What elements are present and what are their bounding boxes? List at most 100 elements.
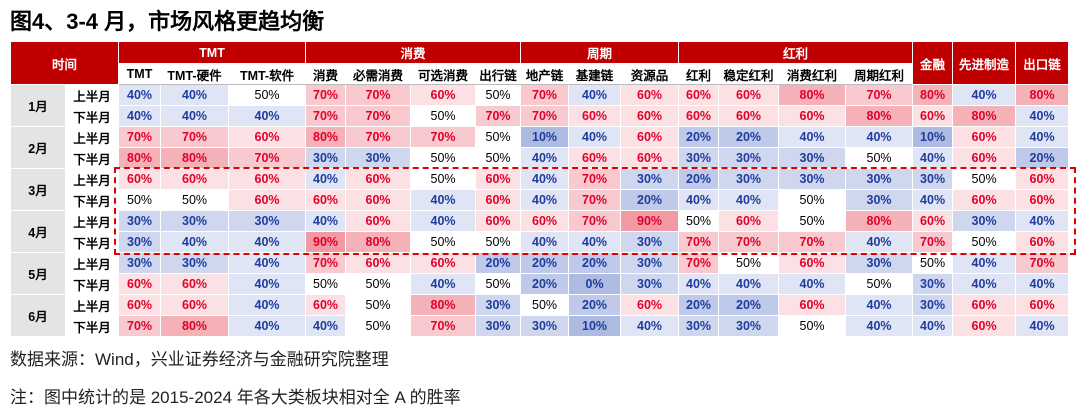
win-rate-cell: 50% bbox=[678, 210, 720, 232]
win-rate-cell: 30% bbox=[845, 189, 914, 211]
win-rate-cell: 70% bbox=[118, 126, 162, 148]
win-rate-table: 时间 TMT 消费 周期 红利 金融 先进制造 出口链 TMT TMT-硬件 TMT-软件 消费 必需消… bbox=[9, 41, 1070, 337]
win-rate-cell: 80% bbox=[160, 315, 230, 337]
win-rate-cell: 20% bbox=[678, 126, 720, 148]
win-rate-cell: 30% bbox=[845, 252, 914, 274]
group-header: 周期 bbox=[520, 41, 680, 64]
win-rate-cell: 30% bbox=[620, 252, 680, 274]
data-row: 1月 上半月 40% 40% 50% 70% 70% 60% 50% 70% 40% 60% 60% 60… bbox=[10, 84, 1070, 127]
data-row: 6月 上半月 60% 60% 40% 60% 50% 80% 30% 50% 20% 60% 20% 20… bbox=[10, 294, 1070, 337]
win-rate-cell: 70% bbox=[345, 84, 412, 106]
win-rate-cell: 60% bbox=[778, 105, 847, 127]
win-rate-cell: 30% bbox=[845, 168, 914, 190]
win-rate-cell: 60% bbox=[475, 168, 522, 190]
win-rate-cell: 60% bbox=[410, 252, 477, 274]
win-rate-cell: 40% bbox=[1015, 315, 1070, 337]
half-label: 上半月 bbox=[64, 252, 120, 274]
win-rate-cell: 30% bbox=[718, 168, 780, 190]
win-rate-cell: 40% bbox=[952, 273, 1017, 295]
win-rate-cell: 80% bbox=[952, 105, 1017, 127]
win-rate-cell: 50% bbox=[118, 189, 162, 211]
win-rate-cell: 40% bbox=[912, 189, 954, 211]
half-label: 上半月 bbox=[64, 210, 120, 232]
win-rate-cell: 40% bbox=[912, 147, 954, 169]
half-label: 上半月 bbox=[64, 168, 120, 190]
win-rate-cell: 60% bbox=[718, 210, 780, 232]
win-rate-cell: 40% bbox=[678, 189, 720, 211]
win-rate-cell: 20% bbox=[1015, 147, 1070, 169]
win-rate-cell: 0% bbox=[568, 273, 622, 295]
win-rate-cell: 70% bbox=[305, 105, 347, 127]
win-rate-cell: 30% bbox=[160, 252, 230, 274]
win-rate-cell: 40% bbox=[568, 231, 622, 253]
win-rate-cell: 80% bbox=[305, 126, 347, 148]
win-rate-cell: 70% bbox=[160, 126, 230, 148]
win-rate-cell: 70% bbox=[678, 231, 720, 253]
win-rate-cell: 60% bbox=[1015, 294, 1070, 316]
half-label: 上半月 bbox=[64, 294, 120, 316]
win-rate-cell: 60% bbox=[568, 105, 622, 127]
win-rate-cell: 70% bbox=[568, 189, 622, 211]
win-rate-cell: 70% bbox=[520, 84, 570, 106]
win-rate-cell: 10% bbox=[520, 126, 570, 148]
win-rate-cell: 70% bbox=[845, 84, 914, 106]
win-rate-cell: 60% bbox=[718, 105, 780, 127]
win-rate-cell: 40% bbox=[160, 105, 230, 127]
win-rate-cell: 80% bbox=[410, 294, 477, 316]
data-row: 下半月 70% 80% 40% 40% 50% 70% 30% 30% 10% 40% 30% 30% 5… bbox=[11, 315, 1070, 337]
win-rate-cell: 40% bbox=[845, 231, 914, 253]
win-rate-cell: 20% bbox=[620, 189, 680, 211]
month-label: 6月 bbox=[10, 294, 66, 337]
win-rate-cell: 60% bbox=[952, 147, 1017, 169]
win-rate-cell: 80% bbox=[845, 210, 914, 232]
win-rate-cell: 40% bbox=[118, 105, 162, 127]
group-header: 消费 bbox=[305, 41, 522, 64]
win-rate-cell: 30% bbox=[345, 147, 412, 169]
source-note: 数据来源：Wind，兴业证券经济与金融研究院整理 bbox=[10, 350, 389, 369]
win-rate-cell: 60% bbox=[160, 294, 230, 316]
half-label: 上半月 bbox=[64, 126, 120, 148]
win-rate-cell: 40% bbox=[845, 315, 914, 337]
win-rate-cell: 60% bbox=[520, 210, 570, 232]
win-rate-cell: 20% bbox=[678, 294, 720, 316]
data-row: 下半月 80% 80% 70% 30% 30% 50% 50% 40% 60% 60% 30% 30% 3… bbox=[11, 147, 1070, 169]
header-row: 时间 TMT 消费 周期 红利 金融 先进制造 出口链 bbox=[9, 41, 1070, 85]
win-rate-cell: 60% bbox=[1015, 168, 1070, 190]
win-rate-cell: 60% bbox=[228, 189, 307, 211]
win-rate-cell: 40% bbox=[228, 294, 307, 316]
column-header: 出行链 bbox=[475, 63, 522, 85]
win-rate-cell: 40% bbox=[620, 315, 680, 337]
win-rate-cell: 60% bbox=[1015, 189, 1070, 211]
month-label: 3月 bbox=[10, 168, 66, 211]
win-rate-cell: 70% bbox=[118, 315, 162, 337]
win-rate-cell: 20% bbox=[520, 273, 570, 295]
win-rate-cell: 60% bbox=[952, 315, 1017, 337]
win-rate-cell: 30% bbox=[678, 315, 720, 337]
column-header: 基建链 bbox=[568, 63, 622, 85]
column-header: TMT-软件 bbox=[228, 63, 307, 85]
win-rate-cell: 40% bbox=[778, 126, 847, 148]
win-rate-cell: 30% bbox=[620, 231, 680, 253]
win-rate-cell: 30% bbox=[778, 147, 847, 169]
win-rate-cell: 50% bbox=[160, 189, 230, 211]
win-rate-cell: 50% bbox=[475, 273, 522, 295]
win-rate-cell: 30% bbox=[952, 210, 1017, 232]
win-rate-cell: 30% bbox=[620, 273, 680, 295]
win-rate-cell: 60% bbox=[345, 189, 412, 211]
win-rate-cell: 60% bbox=[568, 147, 622, 169]
column-header: TMT-硬件 bbox=[160, 63, 230, 85]
win-rate-cell: 30% bbox=[160, 210, 230, 232]
win-rate-cell: 50% bbox=[778, 315, 847, 337]
win-rate-cell: 40% bbox=[160, 231, 230, 253]
win-rate-cell: 50% bbox=[305, 273, 347, 295]
win-rate-cell: 40% bbox=[228, 252, 307, 274]
win-rate-cell: 30% bbox=[718, 147, 780, 169]
win-rate-cell: 50% bbox=[475, 84, 522, 106]
win-rate-cell: 40% bbox=[228, 315, 307, 337]
win-rate-cell: 50% bbox=[778, 210, 847, 232]
win-rate-cell: 40% bbox=[160, 84, 230, 106]
win-rate-cell: 30% bbox=[678, 147, 720, 169]
half-label: 下半月 bbox=[64, 147, 120, 169]
win-rate-cell: 60% bbox=[952, 126, 1017, 148]
win-rate-cell: 30% bbox=[475, 294, 522, 316]
